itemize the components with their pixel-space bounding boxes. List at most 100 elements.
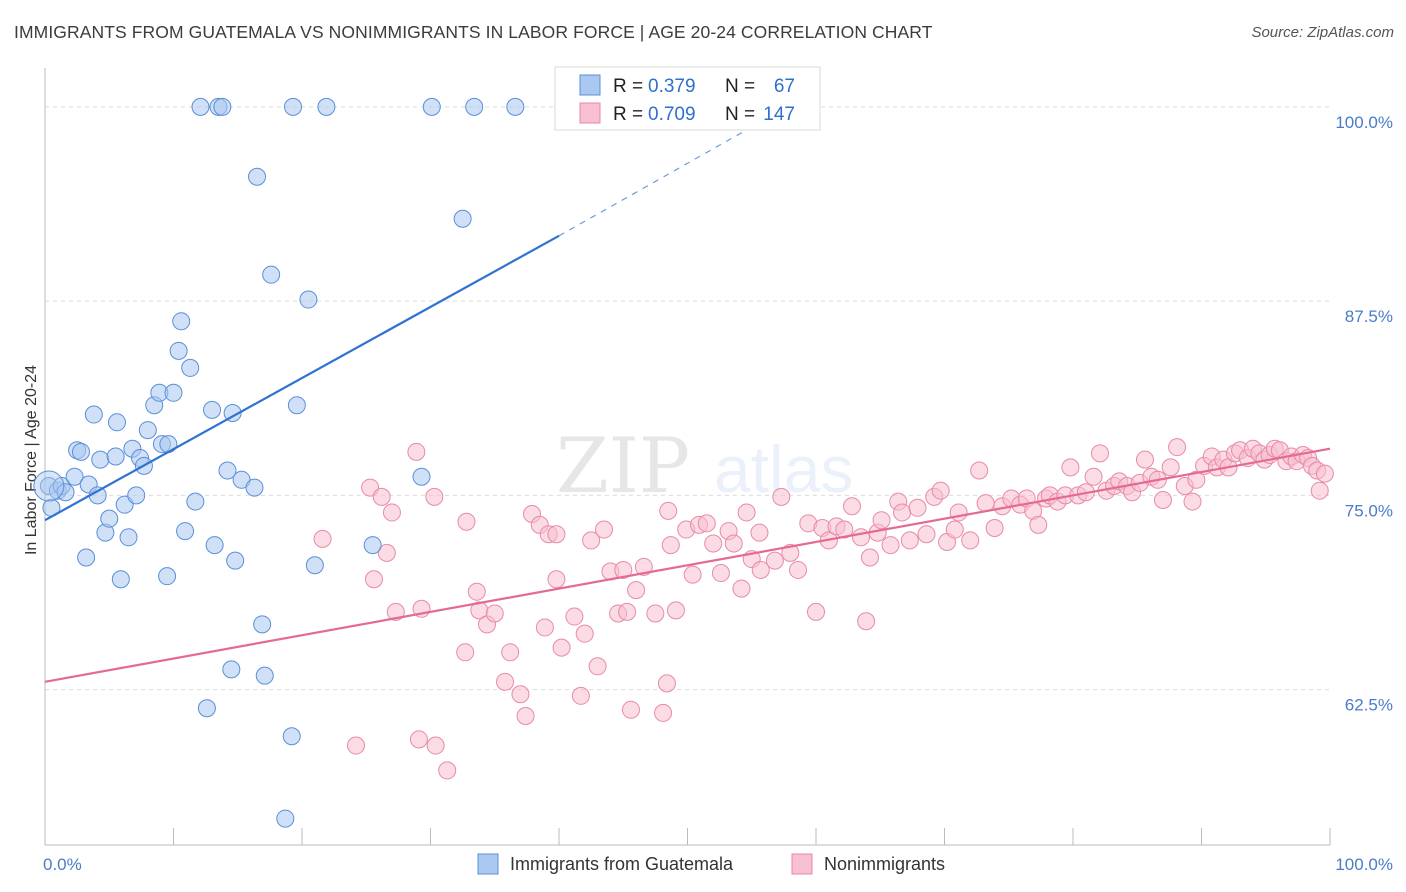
nonimmigrants-point-59	[737, 503, 756, 522]
guatemala-point-45	[226, 551, 245, 570]
nonimmigrants-point-51	[683, 565, 702, 584]
legend-n-label-0: N =	[725, 76, 755, 97]
nonimmigrants-point-7	[386, 602, 405, 621]
bottom-legend-swatch-guatemala	[477, 853, 499, 875]
watermark: ZIP atlas	[556, 421, 853, 510]
nonimmigrants-point-30	[552, 638, 571, 657]
guatemala-point-15	[106, 447, 125, 466]
nonimmigrants-point-4	[372, 487, 391, 506]
y-tick-label-3: 62.5%	[1345, 696, 1393, 715]
nonimmigrants-point-16	[467, 582, 486, 601]
nonimmigrants-point-74	[851, 528, 870, 547]
nonimmigrants-point-58	[732, 579, 751, 598]
guatemala-point-38	[203, 400, 222, 419]
guatemala-point-63	[465, 97, 484, 116]
nonimmigrants-point-0	[313, 529, 332, 548]
nonimmigrants-point-107	[1084, 467, 1103, 486]
nonimmigrants-point-11	[425, 487, 444, 506]
guatemala-point-61	[422, 97, 441, 116]
guatemala-point-10	[84, 405, 103, 424]
nonimmigrants-point-43	[634, 557, 653, 576]
nonimmigrants-point-55	[711, 564, 730, 583]
guatemala-point-54	[284, 97, 303, 116]
guatemala-point-5	[65, 467, 84, 486]
trend-lines	[44, 126, 1331, 683]
nonimmigrants-point-82	[900, 531, 919, 550]
nonimmigrants-point-108	[1090, 444, 1109, 463]
nonimmigrants-point-99	[1029, 515, 1048, 534]
guatemala-point-29	[159, 435, 178, 454]
y-tick-label-1: 87.5%	[1345, 307, 1393, 326]
guatemala-point-48	[248, 167, 267, 186]
gridlines	[45, 106, 1330, 691]
guatemala-point-19	[119, 528, 138, 547]
nonimmigrants-point-73	[842, 497, 861, 516]
source-label: Source: ZipAtlas.com	[1251, 24, 1394, 41]
nonimmigrants-point-81	[893, 503, 912, 522]
nonimmigrants-point-28	[547, 525, 566, 544]
bottom-legend-label-nonimmigrants: Nonimmigrants	[824, 854, 945, 874]
nonimmigrants-point-31	[565, 607, 584, 626]
guatemala-point-50	[255, 666, 274, 685]
nonimmigrants-point-86	[931, 481, 950, 500]
legend-n-value-1: 147	[763, 104, 795, 125]
guatemala-point-35	[186, 492, 205, 511]
guatemala-point-51	[262, 265, 281, 284]
guatemala-point-39	[205, 536, 224, 555]
y-tick-label-0: 100.0%	[1335, 113, 1393, 132]
guatemala-point-28	[158, 567, 177, 586]
nonimmigrants-point-44	[646, 604, 665, 623]
nonimmigrants-point-66	[789, 560, 808, 579]
nonimmigrants-point-42	[627, 581, 646, 600]
guatemala-point-52	[276, 809, 295, 828]
guatemala-points	[33, 97, 525, 828]
guatemala-point-60	[412, 467, 431, 486]
guatemala-point-53	[282, 727, 301, 746]
guatemala-point-44	[223, 403, 242, 422]
nonimmigrants-point-146	[1315, 464, 1334, 483]
nonimmigrants-point-93	[985, 518, 1004, 537]
legend-r-value-1: 0.709	[648, 104, 696, 125]
nonimmigrants-point-6	[382, 503, 401, 522]
legend-r-label-1: R =	[613, 104, 643, 125]
guatemala-point-59	[363, 536, 382, 555]
stats-legend: R = 0.379 N = 67 R = 0.709 N = 147	[554, 66, 821, 131]
nonimmigrants-point-64	[772, 487, 791, 506]
nonimmigrants-point-34	[582, 531, 601, 550]
legend-swatch-nonimmigrants	[579, 102, 601, 124]
nonimmigrants-point-41	[621, 700, 640, 719]
nonimmigrants-point-63	[765, 551, 784, 570]
nonimmigrants-points	[313, 438, 1334, 780]
guatemala-point-7	[71, 442, 90, 461]
nonimmigrants-point-39	[614, 560, 633, 579]
guatemala-point-49	[253, 615, 272, 634]
nonimmigrants-point-32	[571, 686, 590, 705]
nonimmigrants-point-119	[1161, 458, 1180, 477]
nonimmigrants-point-90	[961, 531, 980, 550]
chart-title: IMMIGRANTS FROM GUATEMALA VS NONIMMIGRAN…	[14, 22, 933, 42]
nonimmigrants-point-13	[438, 761, 457, 780]
nonimmigrants-point-1	[346, 736, 365, 755]
nonimmigrants-point-115	[1135, 450, 1154, 469]
nonimmigrants-trend-line	[44, 447, 1331, 683]
nonimmigrants-point-78	[872, 511, 891, 530]
nonimmigrants-point-29	[547, 570, 566, 589]
nonimmigrants-point-33	[575, 624, 594, 643]
guatemala-point-24	[138, 421, 157, 440]
y-tick-labels: 100.0% 87.5% 75.0% 62.5%	[1335, 113, 1393, 715]
nonimmigrants-point-84	[917, 525, 936, 544]
guatemala-point-64	[506, 97, 525, 116]
nonimmigrants-point-83	[908, 498, 927, 517]
guatemala-trend-line	[44, 234, 560, 522]
nonimmigrants-point-122	[1183, 492, 1202, 511]
nonimmigrants-point-5	[377, 543, 396, 562]
x-tick-label-max: 100.0%	[1335, 855, 1393, 874]
nonimmigrants-point-79	[881, 536, 900, 555]
nonimmigrants-point-15	[457, 512, 476, 531]
guatemala-point-32	[172, 312, 191, 331]
guatemala-point-31	[169, 341, 188, 360]
guatemala-cluster-marker	[33, 470, 65, 502]
nonimmigrants-point-26	[535, 618, 554, 637]
guatemala-point-21	[127, 486, 146, 505]
